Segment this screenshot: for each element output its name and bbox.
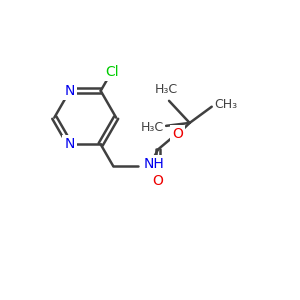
Text: H₃C: H₃C [155,82,178,95]
Text: N: N [64,137,75,152]
Text: N: N [64,84,75,98]
Text: O: O [172,127,183,141]
Text: O: O [153,174,164,188]
Text: H₃C: H₃C [141,121,164,134]
Text: Cl: Cl [105,65,119,80]
Text: NH: NH [143,157,164,171]
Text: CH₃: CH₃ [214,98,237,111]
